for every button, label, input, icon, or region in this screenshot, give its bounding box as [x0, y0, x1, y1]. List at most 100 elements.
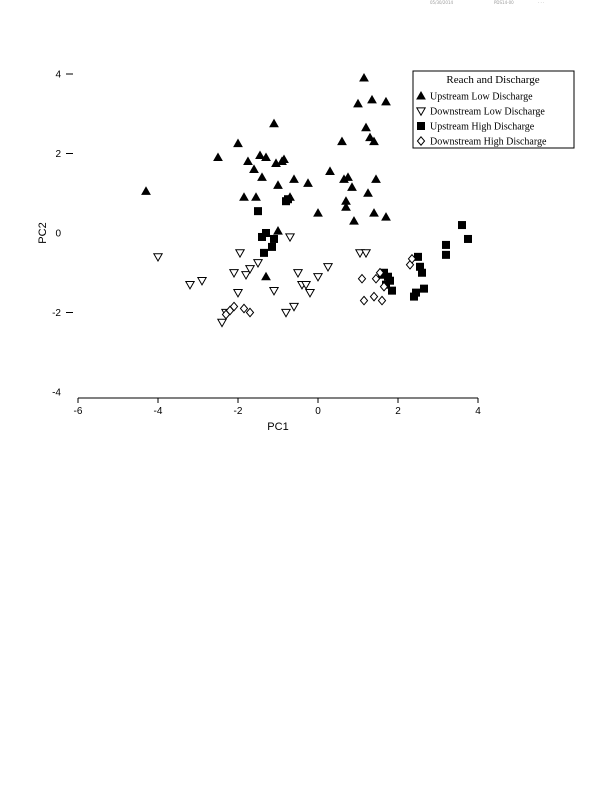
data-point — [255, 150, 265, 160]
x-tick-label: -6 — [74, 406, 83, 417]
data-point — [152, 253, 164, 263]
data-point — [261, 271, 271, 281]
legend-label: Downstream High Discharge — [430, 137, 547, 148]
data-point — [184, 281, 196, 290]
data-point — [141, 186, 151, 195]
data-point — [369, 291, 379, 302]
data-point — [289, 174, 299, 183]
legend-label: Downstream Low Discharge — [430, 107, 545, 118]
data-point — [411, 288, 420, 297]
legend-marker — [415, 107, 427, 117]
data-point — [385, 276, 394, 285]
x-tick-label: 0 — [315, 406, 321, 417]
legend-title: Reach and Discharge — [446, 74, 539, 86]
data-point — [325, 166, 335, 175]
data-point — [371, 174, 381, 183]
y-tick-label: 2 — [55, 149, 61, 160]
data-point — [360, 249, 372, 259]
data-point — [232, 288, 244, 298]
data-point — [288, 302, 300, 312]
y-tick-label: -4 — [52, 388, 61, 399]
data-point — [361, 122, 371, 132]
y-tick-label: 0 — [55, 229, 61, 240]
x-tick-label: -2 — [234, 406, 243, 417]
data-point — [213, 152, 223, 162]
legend-marker — [416, 122, 425, 131]
data-point — [353, 98, 363, 108]
data-point — [240, 271, 252, 280]
data-point — [371, 273, 381, 284]
x-axis-label: PC1 — [267, 421, 288, 433]
data-point — [359, 72, 369, 82]
data-point — [233, 138, 243, 148]
data-point — [379, 281, 389, 292]
header-code-mid: PDS14-00 — [494, 0, 514, 5]
data-point — [284, 233, 296, 243]
data-point — [441, 240, 450, 249]
data-point — [245, 307, 255, 318]
data-point — [300, 281, 312, 290]
data-point — [279, 154, 289, 164]
x-tick-label: 2 — [395, 406, 401, 417]
legend-marker — [416, 90, 426, 100]
data-point — [322, 263, 334, 272]
data-point — [244, 265, 256, 274]
data-point — [375, 267, 385, 278]
data-point — [441, 250, 450, 259]
data-point — [257, 172, 267, 181]
legend-label: Upstream High Discharge — [430, 122, 535, 133]
data-point — [343, 172, 353, 181]
data-points — [141, 72, 472, 328]
data-point — [347, 182, 357, 191]
data-point — [269, 118, 279, 128]
data-point — [292, 269, 304, 278]
x-tick-label: 4 — [475, 406, 481, 417]
data-point — [243, 156, 253, 166]
data-point — [229, 301, 239, 312]
data-point — [234, 249, 246, 259]
data-point — [228, 269, 240, 278]
data-point — [252, 259, 264, 269]
data-point — [381, 96, 391, 106]
data-point — [387, 286, 396, 295]
data-point — [337, 136, 347, 146]
data-point — [273, 226, 283, 235]
data-point — [313, 208, 323, 217]
data-point — [304, 288, 316, 298]
data-point — [419, 284, 428, 293]
data-point — [357, 273, 367, 284]
data-point — [457, 221, 466, 230]
data-point — [261, 228, 270, 237]
legend-marker — [416, 136, 426, 146]
data-point — [259, 248, 268, 257]
data-point — [251, 192, 261, 201]
data-point — [261, 152, 271, 162]
header-dots: · · · — [538, 0, 545, 5]
legend-box — [412, 70, 575, 149]
data-point — [381, 212, 391, 221]
data-point — [269, 234, 278, 243]
data-point — [417, 268, 426, 277]
data-point — [283, 195, 292, 204]
data-point — [463, 234, 472, 243]
data-point — [377, 295, 387, 306]
data-point — [196, 277, 208, 286]
x-tick-label: -4 — [154, 406, 163, 417]
data-point — [354, 249, 366, 259]
data-point — [359, 295, 369, 306]
data-point — [273, 180, 283, 189]
data-point — [341, 202, 351, 211]
header-code-left: 05/30/2014 — [430, 0, 454, 5]
data-point — [268, 286, 280, 296]
data-point — [312, 273, 324, 282]
y-tick-label: 4 — [55, 70, 61, 81]
data-point — [239, 303, 249, 314]
data-point — [239, 192, 249, 201]
data-point — [363, 188, 373, 197]
data-point — [249, 164, 259, 173]
data-point — [407, 253, 417, 264]
legend-label: Upstream Low Discharge — [430, 92, 533, 103]
legend: Reach and Discharge Upstream Low Discharg… — [412, 70, 575, 149]
data-point — [341, 196, 351, 205]
